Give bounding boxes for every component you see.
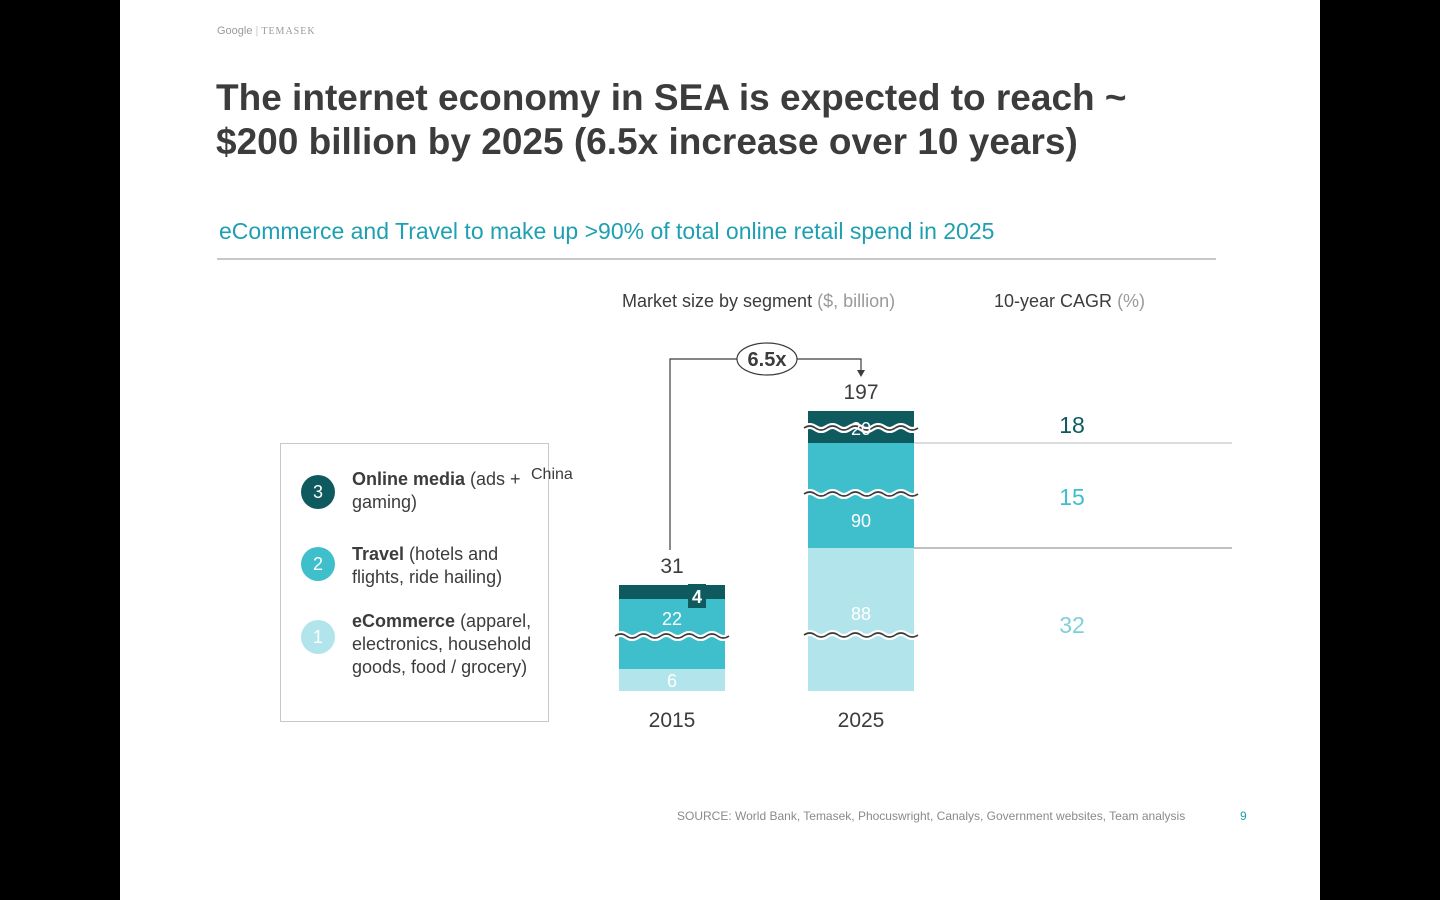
brand-logo: Google | TEMASEK [217,25,316,37]
data-label-travel-2025: 90 [851,511,871,531]
temasek-logo-text: TEMASEK [261,26,316,37]
cagr-value-ecommerce: 32 [1059,612,1085,638]
source-note: SOURCE: World Bank, Temasek, Phocuswrigh… [677,809,1186,823]
legend-marker-1: 1 [301,620,335,654]
google-logo-text: Google [217,25,253,37]
growth-arrowhead [857,370,865,377]
cagr-unit: (%) [1117,291,1146,311]
page-number: 9 [1240,809,1247,823]
axis-break-2015 [614,633,730,639]
china-label: China [531,466,573,483]
legend-marker-3: 3 [301,475,335,509]
market-size-label: Market size by segment [622,291,813,311]
axis-break-2025-mid [803,491,919,497]
divider [217,258,1216,260]
bar-online-media-2015 [619,585,725,599]
x-tick-label-2015: 2015 [649,709,696,732]
multiplier-label: 6.5x [748,349,787,371]
multiplier-bubble [736,342,798,376]
data-label-ecommerce-2025: 88 [851,604,871,624]
cagr-label: 10-year CAGR [994,291,1113,311]
legend: 3 Online media (ads + gaming) 2 Travel (… [280,443,549,722]
cagr-value-online-media: 18 [1059,412,1085,438]
total-label-2015: 31 [660,555,683,578]
subtitle: eCommerce and Travel to make up >90% of … [219,218,995,244]
total-label-2025: 197 [843,381,878,404]
badge-online-media-2015 [688,584,706,608]
bar-ecommerce-2025 [808,548,914,691]
data-label-online-media-2025: 20 [851,419,871,439]
legend-label: Travel (hotels and flights, ride hailing… [352,544,503,587]
market-size-header: Market size by segment ($, billion) [622,291,895,312]
cagr-value-travel: 15 [1059,484,1085,510]
cagr-header: 10-year CAGR (%) [994,291,1145,312]
market-size-unit: ($, billion) [817,291,896,311]
x-tick-label-2025: 2025 [838,709,885,732]
legend-marker-2: 2 [301,547,335,581]
data-label-ecommerce-2015: 6 [667,671,677,691]
legend-label: Online media (ads + gaming) [352,469,521,512]
growth-connector-right [797,358,862,372]
slide: Google | TEMASEK The internet economy in S… [120,0,1320,900]
growth-connector-left [669,358,737,550]
data-label-online-media-2015: 4 [692,587,702,607]
axis-break-2025-low [803,632,919,638]
bar-ecommerce-2015 [619,669,725,691]
axis-break-2025-top [803,425,919,431]
data-label-travel-2015: 22 [662,609,682,629]
legend-label: eCommerce (apparel, electronics, househo… [352,611,532,677]
page-title: The internet economy in SEA is expected … [216,77,1127,162]
